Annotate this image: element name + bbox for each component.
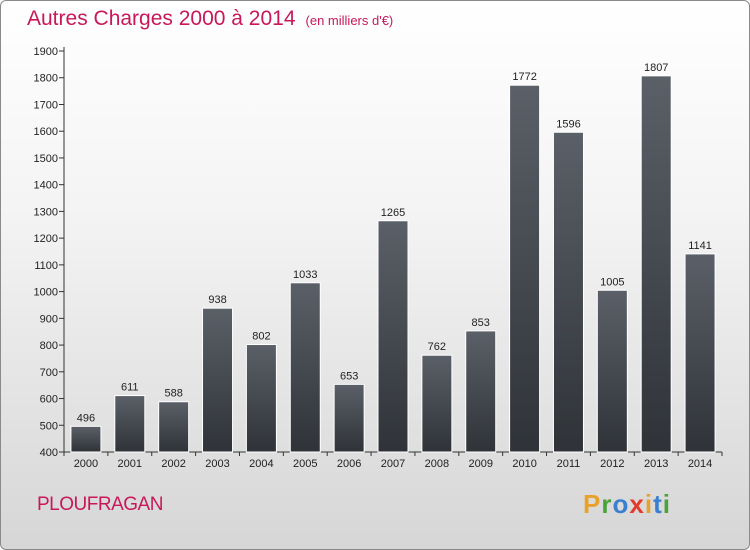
x-tick-labels: 2000 2001 2002 2003 2004 2005 2006 2007 2008 2009… bbox=[74, 458, 713, 470]
bar-2005 bbox=[289, 282, 321, 453]
value-label-2011: 1596 bbox=[556, 118, 580, 130]
bar-2013 bbox=[640, 75, 672, 453]
logo-letter: i bbox=[644, 489, 654, 519]
y-tick-label: 1200 bbox=[34, 233, 58, 245]
x-tick-label-2011: 2011 bbox=[557, 458, 581, 470]
x-tick-label-2013: 2013 bbox=[644, 458, 668, 470]
y-tick-labels: 400 500 600 700 800 900 1000 1100 1200 1300 1400 15… bbox=[34, 46, 58, 459]
value-label-2000: 496 bbox=[77, 412, 95, 424]
logo-letter: o bbox=[612, 489, 630, 519]
x-tick-label-2002: 2002 bbox=[161, 458, 185, 470]
bar-2002 bbox=[158, 401, 190, 453]
logo-letter: x bbox=[629, 489, 645, 519]
x-tick-label-2003: 2003 bbox=[205, 458, 229, 470]
subtitle-text: (en milliers d'€) bbox=[305, 13, 394, 28]
x-tick-label-2000: 2000 bbox=[74, 458, 98, 470]
y-tick-label: 500 bbox=[40, 420, 58, 432]
y-tick-label: 800 bbox=[40, 340, 58, 352]
y-tick-label: 1800 bbox=[34, 73, 58, 85]
bar-2010 bbox=[509, 84, 541, 453]
y-tick-label: 600 bbox=[40, 394, 58, 406]
logo-letter: r bbox=[601, 489, 613, 519]
bar-2007 bbox=[377, 220, 409, 453]
logo-letter: i bbox=[662, 489, 671, 519]
y-tick-label: 700 bbox=[40, 367, 58, 379]
y-tick-label: 1400 bbox=[34, 180, 58, 192]
value-label-2008: 762 bbox=[428, 341, 446, 353]
x-tick-label-2001: 2001 bbox=[118, 458, 142, 470]
y-tick-label: 1300 bbox=[34, 206, 58, 218]
y-tick-label: 1600 bbox=[34, 126, 58, 138]
proxiti-logo: Proxiti bbox=[583, 489, 671, 520]
y-tick-label: 1500 bbox=[34, 153, 58, 165]
title-text: Autres Charges 2000 à 2014 bbox=[27, 7, 296, 30]
y-tick-label: 1900 bbox=[34, 46, 58, 58]
logo-letter: t bbox=[653, 489, 663, 519]
chart-title: Autres Charges 2000 à 2014 (en milliers d… bbox=[27, 7, 393, 31]
x-tick-label-2010: 2010 bbox=[512, 458, 536, 470]
value-label-2001: 611 bbox=[121, 382, 139, 394]
y-tick-label: 400 bbox=[40, 447, 58, 459]
value-label-2013: 1807 bbox=[644, 62, 668, 74]
x-tick-label-2014: 2014 bbox=[688, 458, 712, 470]
bar-2011 bbox=[552, 131, 584, 453]
bar-2008 bbox=[421, 354, 453, 453]
city-name: PLOUFRAGAN bbox=[37, 494, 163, 515]
bar-2012 bbox=[596, 289, 628, 453]
value-label-2009: 853 bbox=[472, 317, 490, 329]
x-tick-label-2005: 2005 bbox=[293, 458, 317, 470]
x-tick-label-2006: 2006 bbox=[337, 458, 361, 470]
value-label-2006: 653 bbox=[340, 370, 358, 382]
value-label-2014: 1141 bbox=[688, 240, 712, 252]
x-tick-label-2012: 2012 bbox=[600, 458, 624, 470]
x-tick-label-2008: 2008 bbox=[425, 458, 449, 470]
bar-2003 bbox=[202, 307, 234, 453]
bar-2006 bbox=[333, 383, 365, 453]
value-label-2012: 1005 bbox=[600, 276, 624, 288]
bar-2000 bbox=[70, 425, 102, 453]
y-tick-label: 1700 bbox=[34, 99, 58, 111]
value-label-2007: 1265 bbox=[381, 207, 405, 219]
value-label-2010: 1772 bbox=[512, 71, 536, 83]
bars bbox=[70, 75, 716, 453]
value-label-2004: 802 bbox=[252, 331, 270, 343]
logo-letter: P bbox=[583, 489, 602, 519]
value-label-2003: 938 bbox=[208, 294, 226, 306]
x-tick-label-2004: 2004 bbox=[249, 458, 273, 470]
bar-2001 bbox=[114, 395, 146, 453]
value-labels: 496 611 588 938 802 1033 653 1265 762 853 1772 1596… bbox=[77, 62, 712, 424]
bar-2004 bbox=[245, 344, 277, 453]
y-tick-label: 1000 bbox=[34, 287, 58, 299]
bar-2014 bbox=[684, 253, 716, 453]
x-tick-label-2007: 2007 bbox=[381, 458, 405, 470]
y-tick-label: 900 bbox=[40, 313, 58, 325]
value-label-2005: 1033 bbox=[293, 269, 317, 281]
value-label-2002: 588 bbox=[164, 388, 182, 400]
x-tick-label-2009: 2009 bbox=[468, 458, 492, 470]
y-tick-label: 1100 bbox=[34, 260, 58, 272]
bar-2009 bbox=[465, 330, 497, 453]
